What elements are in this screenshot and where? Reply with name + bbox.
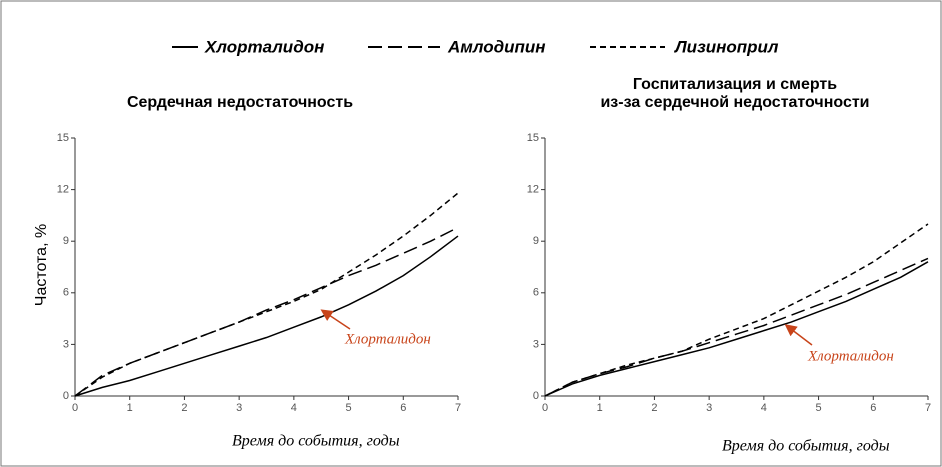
- y-tick-label: 3: [63, 338, 69, 350]
- y-tick-label: 9: [533, 235, 539, 247]
- annotation: Хлорталидон: [344, 331, 431, 347]
- legend-label: Лизиноприл: [673, 37, 779, 56]
- x-tick-label: 4: [291, 402, 297, 414]
- chart-title: из-за сердечной недостаточности: [600, 94, 869, 111]
- y-axis-label: Частота, %: [33, 224, 50, 306]
- annotation-arrow: [784, 324, 813, 346]
- legend-label: Амлодипин: [447, 37, 546, 56]
- x-tick-label: 7: [925, 402, 931, 414]
- x-axis-label: Время до события, годы: [232, 433, 400, 450]
- series-line: [74, 192, 459, 397]
- x-tick-label: 0: [542, 402, 548, 414]
- chart-title: Сердечная недостаточность: [127, 94, 353, 111]
- x-tick-label: 7: [455, 402, 461, 414]
- y-tick-label: 6: [63, 287, 69, 299]
- x-tick-label: 1: [597, 402, 603, 414]
- x-tick-label: 3: [706, 402, 712, 414]
- x-tick-label: 6: [400, 402, 406, 414]
- y-tick-label: 12: [57, 184, 69, 196]
- x-tick-label: 2: [181, 402, 187, 414]
- y-tick-label: 0: [63, 390, 69, 402]
- series-line: [74, 235, 459, 397]
- y-tick-label: 15: [527, 132, 539, 144]
- series-line: [544, 223, 929, 397]
- annotation-arrow: [320, 309, 351, 330]
- legend-label: Хлорталидон: [204, 37, 324, 56]
- y-tick-label: 3: [533, 338, 539, 350]
- x-axis-label: Время до события, годы: [722, 438, 890, 455]
- y-tick-label: 9: [63, 235, 69, 247]
- series-line: [544, 261, 929, 397]
- x-tick-label: 4: [761, 402, 767, 414]
- y-tick-label: 12: [527, 184, 539, 196]
- x-tick-label: 3: [236, 402, 242, 414]
- chart-title: Госпитализация и смерть: [633, 76, 837, 93]
- annotation: Хлорталидон: [807, 348, 894, 364]
- series-line: [544, 257, 929, 397]
- x-tick-label: 5: [816, 402, 822, 414]
- x-tick-label: 2: [651, 402, 657, 414]
- y-tick-label: 15: [57, 132, 69, 144]
- x-tick-label: 5: [346, 402, 352, 414]
- y-tick-label: 0: [533, 390, 539, 402]
- y-tick-label: 6: [533, 287, 539, 299]
- x-tick-label: 6: [870, 402, 876, 414]
- x-tick-label: 1: [127, 402, 133, 414]
- x-tick-label: 0: [72, 402, 78, 414]
